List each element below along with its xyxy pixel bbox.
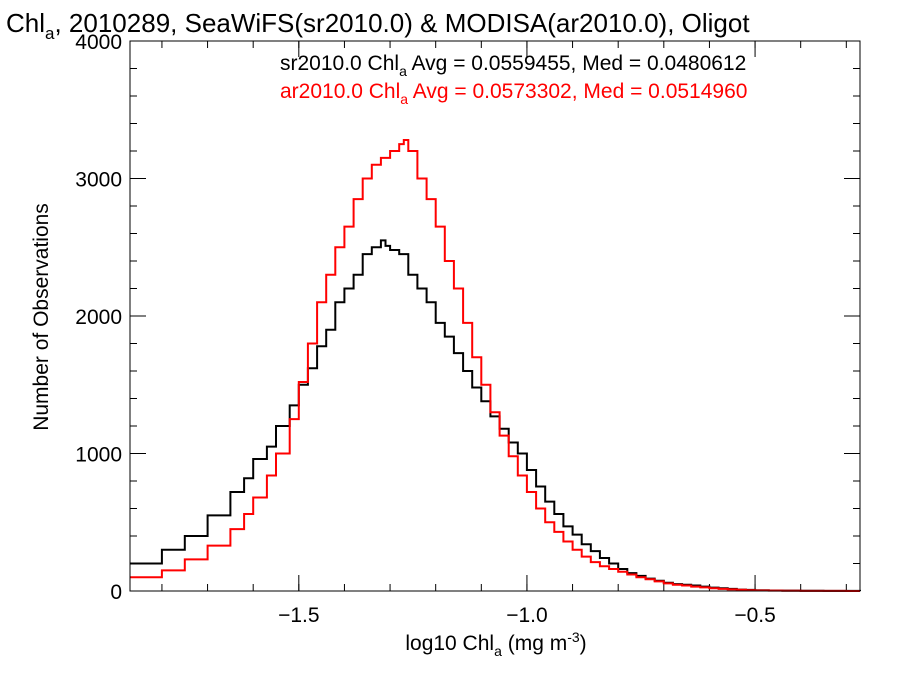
legend-entry-ar2010: ar2010.0 Chla Avg = 0.0573302, Med = 0.0… bbox=[280, 80, 747, 107]
y-tick-label: 2000 bbox=[75, 306, 122, 329]
x-tick-label: −1.0 bbox=[506, 604, 547, 627]
y-tick-label: 1000 bbox=[75, 444, 122, 467]
x-tick-label: −1.5 bbox=[278, 604, 319, 627]
y-tick-label: 4000 bbox=[75, 31, 122, 54]
series-line-1 bbox=[130, 139, 860, 592]
plot-frame bbox=[129, 40, 861, 592]
y-axis-label: Number of Observations bbox=[30, 203, 53, 431]
axis-ticks bbox=[130, 40, 860, 592]
x-axis-label: log10 Chla (mg m-3) bbox=[405, 629, 586, 659]
chart-series bbox=[130, 139, 861, 592]
chart-title: Chla, 2010289, SeaWiFS(sr2010.0) & MODIS… bbox=[6, 8, 750, 43]
series-line-0 bbox=[130, 239, 861, 592]
legend-entry-sr2010: sr2010.0 Chla Avg = 0.0559455, Med = 0.0… bbox=[280, 52, 746, 79]
axis-tick-labels: −1.5 −1.0 −0.5 0 1000 2000 3000 4000 bbox=[75, 31, 776, 627]
y-tick-label: 0 bbox=[110, 581, 122, 604]
y-tick-label: 3000 bbox=[75, 169, 122, 192]
x-tick-label: −0.5 bbox=[734, 604, 775, 627]
